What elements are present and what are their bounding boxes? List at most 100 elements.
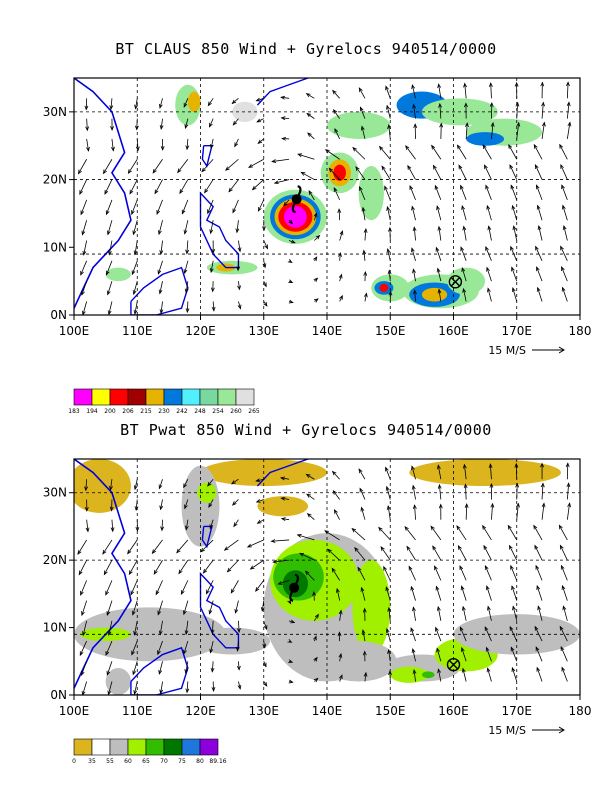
wind-vector-head: [105, 210, 110, 216]
x-tick-label: 100E: [59, 324, 90, 338]
wind-vector: [81, 281, 88, 295]
wind-vector-head: [280, 95, 286, 100]
wind-vector-head: [437, 83, 442, 89]
wind-vector: [306, 493, 315, 500]
wind-vector: [157, 600, 163, 615]
wind-vector: [362, 207, 366, 221]
wind-vector-head: [514, 81, 519, 87]
wind-vector: [280, 477, 290, 480]
wind-vector-head: [304, 570, 310, 576]
wind-vector: [410, 627, 416, 642]
wind-vector-head: [535, 646, 540, 652]
wind-vector-head: [312, 590, 316, 596]
wind-vector-head: [159, 505, 164, 511]
wind-vector-head: [232, 208, 237, 214]
x-tick-label: 180: [569, 704, 592, 718]
wind-vector-head: [432, 164, 437, 170]
wind-vector: [456, 525, 467, 541]
wind-vector-head: [159, 124, 164, 130]
wind-vector-head: [84, 105, 89, 111]
wind-vector: [560, 646, 568, 662]
wind-vector-head: [385, 485, 390, 491]
wind-vector: [359, 186, 366, 201]
wind-vector: [86, 138, 89, 151]
wind-vector-head: [462, 463, 467, 469]
wind-vector-head: [337, 208, 342, 214]
wind-vector: [256, 478, 264, 482]
wind-vector-head: [183, 483, 187, 489]
wind-vector: [437, 465, 442, 480]
wind-vector: [462, 668, 467, 682]
wind-vector: [206, 580, 214, 594]
wind-vector-head: [257, 206, 262, 212]
wind-vector-head: [507, 524, 512, 530]
wind-vector: [563, 225, 568, 241]
wind-vector: [459, 627, 467, 642]
wind-vector-head: [461, 267, 466, 273]
wind-vector-head: [207, 209, 211, 215]
wind-vector: [536, 667, 543, 682]
wind-vector: [536, 585, 543, 601]
wind-vector-head: [255, 498, 261, 503]
colorbar-label: 206: [122, 408, 134, 415]
wind-vector-head: [385, 466, 389, 472]
wind-vector: [211, 661, 214, 672]
wind-vector: [461, 586, 467, 601]
wind-vector-head: [338, 609, 343, 615]
shaded-region: [421, 671, 435, 679]
wind-vector: [488, 226, 492, 241]
wind-vector-head: [460, 246, 465, 252]
wind-vector: [461, 205, 467, 221]
wind-vector-head: [437, 225, 442, 231]
x-tick-label: 110E: [122, 324, 153, 338]
wind-vector: [201, 158, 214, 172]
wind-vector-head: [431, 144, 436, 150]
wind-vector-head: [77, 550, 82, 555]
wind-vector-head: [436, 205, 440, 211]
wind-vector-head: [209, 268, 214, 274]
wind-vector-head: [509, 625, 514, 631]
wind-vector: [334, 509, 341, 520]
wind-vector-head: [79, 190, 84, 195]
colorbar-label: 35: [88, 758, 96, 765]
wind-vector-head: [111, 146, 115, 152]
gyre-cross-marker: [448, 275, 463, 289]
wind-vector: [153, 559, 163, 575]
wind-vector: [131, 640, 138, 655]
wind-vector-head: [313, 277, 319, 282]
wind-vector-head: [106, 230, 111, 236]
wind-vector-head: [231, 501, 237, 506]
wind-vector-head: [561, 184, 565, 190]
wind-vector: [78, 559, 88, 575]
wind-vector: [83, 240, 88, 255]
wind-vector: [283, 199, 290, 206]
wind-vector: [332, 471, 340, 480]
wind-vector: [152, 159, 163, 174]
wind-vector-head: [535, 564, 540, 570]
wind-vector-head: [178, 569, 183, 575]
wind-vector-head: [561, 286, 566, 292]
y-tick-label: 30N: [43, 105, 67, 119]
wind-vector: [327, 549, 340, 561]
wind-vector: [108, 301, 113, 315]
wind-vector: [534, 545, 543, 561]
wind-vector-head: [287, 599, 292, 605]
wind-vector: [559, 525, 568, 541]
wind-vector: [86, 519, 89, 532]
wind-vector: [184, 220, 189, 234]
wind-vector-head: [533, 143, 538, 149]
wind-vector-head: [183, 649, 187, 655]
wind-vector-head: [483, 544, 488, 550]
wind-vector: [411, 248, 416, 261]
wind-vector-head: [515, 482, 520, 488]
wind-vector: [272, 158, 290, 162]
map-fill-layer: [74, 78, 572, 315]
wind-vector: [388, 124, 391, 139]
wind-vector-head: [515, 101, 520, 107]
wind-vector: [334, 128, 341, 140]
wind-vector-head: [131, 270, 136, 276]
wind-vector: [159, 98, 163, 109]
wind-vector-head: [360, 586, 365, 592]
wind-vector: [288, 240, 296, 244]
wind-vector: [538, 225, 543, 241]
